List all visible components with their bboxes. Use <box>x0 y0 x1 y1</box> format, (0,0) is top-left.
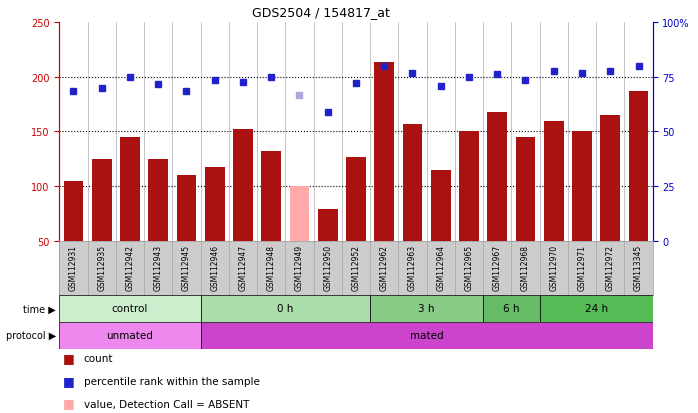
Bar <box>374 63 394 242</box>
Bar <box>600 116 620 242</box>
Bar <box>92 159 112 242</box>
Text: GSM112946: GSM112946 <box>210 244 219 290</box>
Text: percentile rank within the sample: percentile rank within the sample <box>84 376 260 386</box>
Bar <box>540 295 653 322</box>
Text: ■: ■ <box>63 396 75 409</box>
Text: ■: ■ <box>63 351 75 364</box>
Text: GSM112935: GSM112935 <box>97 244 106 290</box>
Text: GSM112970: GSM112970 <box>549 244 558 290</box>
Text: unmated: unmated <box>107 330 154 341</box>
Bar <box>487 112 507 242</box>
Bar <box>403 124 422 242</box>
Text: GSM112942: GSM112942 <box>126 244 135 290</box>
Bar <box>346 157 366 242</box>
Text: count: count <box>84 353 113 363</box>
Text: GDS2504 / 154817_at: GDS2504 / 154817_at <box>252 6 390 19</box>
Text: 3 h: 3 h <box>418 304 435 314</box>
Text: GSM112964: GSM112964 <box>436 244 445 290</box>
Text: protocol ▶: protocol ▶ <box>6 330 56 341</box>
Bar <box>516 138 535 242</box>
Bar <box>59 322 200 349</box>
Bar <box>64 181 83 242</box>
Bar <box>177 176 196 242</box>
Text: time ▶: time ▶ <box>23 304 56 314</box>
Bar <box>200 295 370 322</box>
Text: GSM112947: GSM112947 <box>239 244 248 290</box>
Bar <box>370 295 483 322</box>
Bar <box>148 159 168 242</box>
Text: control: control <box>112 304 148 314</box>
Bar <box>205 167 225 242</box>
Bar <box>572 132 592 242</box>
Text: GSM112952: GSM112952 <box>352 244 360 290</box>
Bar <box>483 295 540 322</box>
Bar <box>261 152 281 242</box>
Text: GSM112931: GSM112931 <box>69 244 78 290</box>
Bar <box>233 130 253 242</box>
Bar <box>431 171 451 242</box>
Bar <box>120 138 140 242</box>
Text: 0 h: 0 h <box>277 304 294 314</box>
Text: GSM112950: GSM112950 <box>323 244 332 290</box>
Text: value, Detection Call = ABSENT: value, Detection Call = ABSENT <box>84 399 249 408</box>
Text: GSM112945: GSM112945 <box>182 244 191 290</box>
Text: ■: ■ <box>63 374 75 387</box>
Bar <box>318 210 338 242</box>
Bar <box>544 121 563 242</box>
Text: mated: mated <box>410 330 443 341</box>
Text: GSM112972: GSM112972 <box>606 244 615 290</box>
Bar <box>290 187 309 242</box>
Text: GSM112965: GSM112965 <box>464 244 473 290</box>
Bar <box>629 92 648 242</box>
Text: GSM113345: GSM113345 <box>634 244 643 290</box>
Text: 6 h: 6 h <box>503 304 519 314</box>
Text: GSM112967: GSM112967 <box>493 244 502 290</box>
Text: GSM112943: GSM112943 <box>154 244 163 290</box>
Bar <box>59 295 200 322</box>
Bar <box>200 322 653 349</box>
Text: GSM112968: GSM112968 <box>521 244 530 290</box>
Text: GSM112948: GSM112948 <box>267 244 276 290</box>
Text: GSM112971: GSM112971 <box>577 244 586 290</box>
Text: GSM112949: GSM112949 <box>295 244 304 290</box>
Bar <box>459 132 479 242</box>
Text: GSM112963: GSM112963 <box>408 244 417 290</box>
Text: 24 h: 24 h <box>584 304 608 314</box>
Text: GSM112962: GSM112962 <box>380 244 389 290</box>
